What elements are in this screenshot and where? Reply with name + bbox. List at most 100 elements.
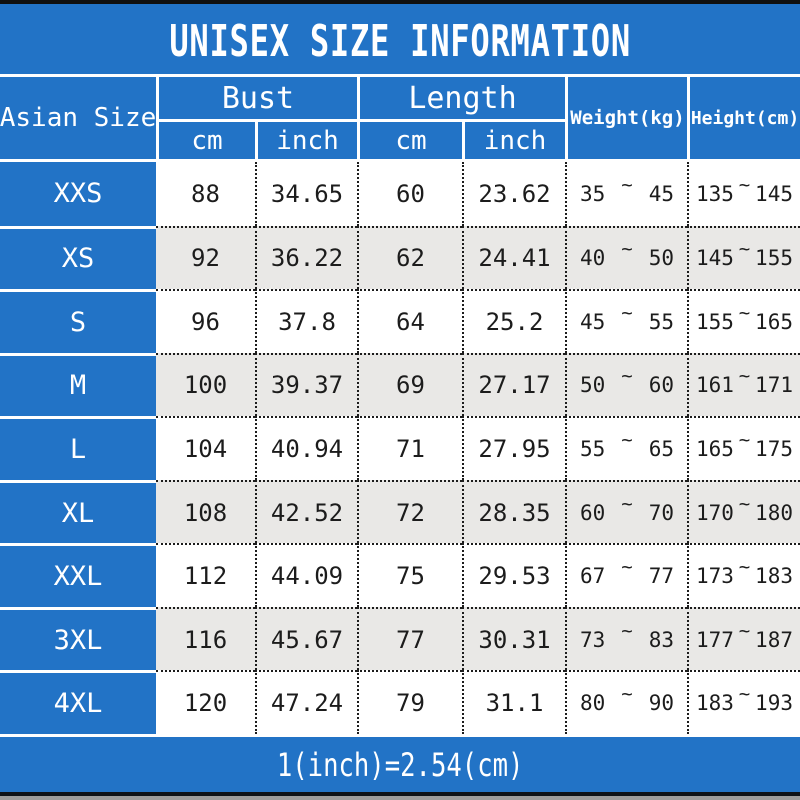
height-min: 177: [696, 627, 734, 652]
height-max: 187: [755, 627, 793, 652]
conversion-note-band: 1(inch)=2.54(cm): [0, 737, 800, 792]
weight-min: 80: [580, 691, 606, 716]
height-range: 155 ~ 165: [687, 289, 800, 353]
bust-inch-value: 44.09: [255, 543, 357, 607]
length-cm-value: 60: [357, 162, 462, 226]
weight-min: 40: [580, 246, 606, 271]
bust-cm-value: 96: [156, 289, 255, 353]
tilde: ~: [621, 173, 633, 196]
size-label: M: [0, 352, 156, 417]
height-range: 145 ~ 155: [687, 225, 800, 290]
weight-max: 45: [648, 181, 674, 206]
length-cm-value: 62: [357, 225, 462, 290]
weight-max: 90: [648, 691, 674, 716]
weight-range: 67 ~ 77: [565, 543, 687, 607]
header-bust: Bust: [156, 77, 357, 119]
height-max: 145: [755, 181, 793, 206]
weight-max: 65: [648, 436, 674, 461]
header-bust-inch: inch: [255, 119, 357, 159]
length-inch-value: 28.35: [462, 479, 565, 544]
height-max: 171: [755, 373, 793, 398]
weight-range: 45 ~ 55: [565, 289, 687, 353]
header-bust-cm: cm: [156, 119, 255, 159]
table-header: Asian Size Bust Length Weight(kg) Height…: [0, 77, 800, 159]
tilde: ~: [621, 238, 633, 261]
size-label: XL: [0, 479, 156, 544]
weight-range: 73 ~ 83: [565, 606, 687, 671]
tilde: ~: [738, 428, 751, 451]
length-inch-value: 27.95: [462, 416, 565, 480]
weight-max: 55: [648, 309, 674, 334]
bust-inch-value: 34.65: [255, 162, 357, 226]
height-max: 193: [755, 691, 793, 716]
size-label: XXS: [0, 162, 156, 226]
length-cm-value: 69: [357, 352, 462, 417]
height-min: 165: [696, 436, 734, 461]
tilde: ~: [621, 492, 633, 515]
header-weight-kg: Weight(kg): [565, 77, 687, 159]
weight-min: 35: [580, 181, 606, 206]
weight-max: 60: [648, 373, 674, 398]
length-inch-value: 31.1: [462, 670, 565, 734]
weight-min: 55: [580, 436, 606, 461]
height-max: 165: [755, 309, 793, 334]
weight-min: 50: [580, 373, 606, 398]
header-asian-size: Asian Size: [0, 77, 156, 159]
height-range: 183 ~ 193: [687, 670, 800, 734]
length-cm-value: 64: [357, 289, 462, 353]
weight-range: 35 ~ 45: [565, 162, 687, 226]
length-cm-value: 77: [357, 606, 462, 671]
length-cm-value: 71: [357, 416, 462, 480]
bust-cm-value: 120: [156, 670, 255, 734]
header-height-cm: Height(cm): [687, 77, 800, 159]
header-length-inch: inch: [462, 119, 565, 159]
weight-range: 55 ~ 65: [565, 416, 687, 480]
height-max: 155: [755, 246, 793, 271]
title-banner: UNISEX SIZE INFORMATION: [0, 4, 800, 74]
weight-max: 83: [648, 627, 674, 652]
bust-cm-value: 92: [156, 225, 255, 290]
bust-cm-value: 88: [191, 179, 220, 208]
bust-cm-value: 100: [156, 352, 255, 417]
weight-max: 77: [648, 564, 674, 589]
bust-cm-value: 104: [156, 416, 255, 480]
tilde: ~: [738, 492, 751, 515]
length-inch-value: 29.53: [462, 543, 565, 607]
tilde: ~: [621, 556, 633, 579]
conversion-note: 1(inch)=2.54(cm): [276, 745, 524, 784]
weight-range: 40 ~ 50: [565, 225, 687, 290]
weight-min: 67: [580, 564, 606, 589]
height-min: 145: [696, 246, 734, 271]
weight-range: 80 ~ 90: [565, 670, 687, 734]
header-length-cm: cm: [357, 119, 462, 159]
length-inch-value: 30.31: [462, 606, 565, 671]
height-min: 183: [696, 691, 734, 716]
header-length: Length: [357, 77, 565, 119]
height-range: 173 ~ 183: [687, 543, 800, 607]
size-label: 4XL: [0, 670, 156, 734]
page-title: UNISEX SIZE INFORMATION: [169, 15, 631, 67]
weight-min: 45: [580, 309, 606, 334]
bust-inch-value: 40.94: [255, 416, 357, 480]
bottom-edge-strip: [0, 796, 800, 800]
height-min: 155: [696, 309, 734, 334]
length-inch-value: 27.17: [462, 352, 565, 417]
size-label: S: [0, 289, 156, 353]
size-label: L: [0, 416, 156, 480]
length-inch-value: 23.62: [462, 162, 565, 226]
bust-inch-value: 45.67: [255, 606, 357, 671]
height-min: 170: [696, 500, 734, 525]
bust-inch-value: 47.24: [255, 670, 357, 734]
height-range: 170 ~ 180: [687, 479, 800, 544]
weight-min: 73: [580, 627, 606, 652]
weight-max: 70: [648, 500, 674, 525]
size-label: XS: [0, 225, 156, 290]
bust-inch-value: 36.22: [255, 225, 357, 290]
bust-cm-value: 116: [156, 606, 255, 671]
tilde: ~: [621, 365, 633, 388]
bust-cm-value: 112: [156, 543, 255, 607]
bottom-border-bar: [0, 792, 800, 796]
weight-range: 60 ~ 70: [565, 479, 687, 544]
size-label: 3XL: [0, 606, 156, 671]
tilde: ~: [738, 238, 751, 261]
